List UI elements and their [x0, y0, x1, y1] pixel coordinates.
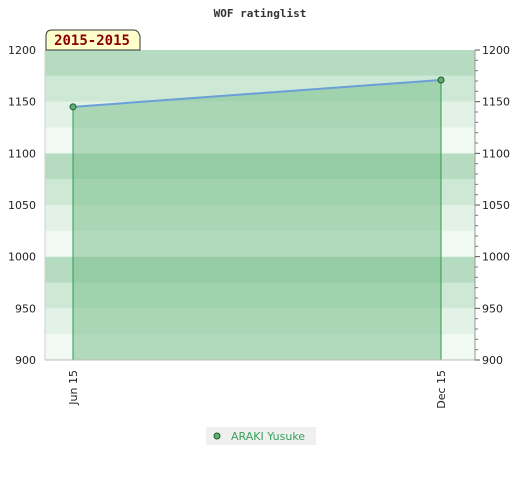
data-point[interactable]	[437, 76, 445, 84]
y-tick-label-left: 1200	[8, 44, 36, 57]
points-layer	[69, 76, 445, 111]
y-tick-label-left: 900	[15, 354, 36, 367]
legend[interactable]: ARAKI Yusuke	[206, 427, 316, 445]
y-tick-label-right: 1000	[482, 251, 510, 264]
y-tick-label-left: 1050	[8, 199, 36, 212]
y-tick-label-right: 1150	[482, 96, 510, 109]
y-tick-label-right: 950	[482, 302, 503, 315]
x-tick-label: Jun 15	[67, 370, 80, 406]
legend-background	[206, 427, 316, 445]
y-tick-label-left: 950	[15, 302, 36, 315]
series-area-fill	[73, 79, 441, 360]
series-line	[72, 78, 442, 108]
period-badge-label: 2015-2015	[54, 33, 130, 49]
legend-series-label: ARAKI Yusuke	[231, 430, 305, 443]
x-axis: Jun 15 Dec 15	[45, 359, 475, 409]
period-badge: 2015-2015	[45, 29, 141, 51]
legend-marker-icon	[213, 432, 221, 440]
y-tick-label-right: 900	[482, 354, 503, 367]
y-tick-label-left: 1150	[8, 96, 36, 109]
y-tick-label-left: 1000	[8, 251, 36, 264]
chart-title: WOF ratinglist	[214, 7, 307, 20]
period-badge-shape	[45, 29, 141, 51]
x-tick-label: Dec 15	[435, 370, 448, 409]
y-tick-label-right: 1100	[482, 147, 510, 160]
data-point[interactable]	[69, 103, 77, 111]
y-tick-label-left: 1100	[8, 147, 36, 160]
y-tick-label-right: 1050	[482, 199, 510, 212]
y-axis-left: 900 950 1000 1050 1100 1150 1200	[8, 44, 46, 367]
area-layer	[72, 78, 442, 360]
y-axis-right: 900 950 1000 1050 1100 1150 1200	[474, 44, 510, 367]
grid-band	[45, 50, 475, 76]
y-tick-label-right: 1200	[482, 44, 510, 57]
